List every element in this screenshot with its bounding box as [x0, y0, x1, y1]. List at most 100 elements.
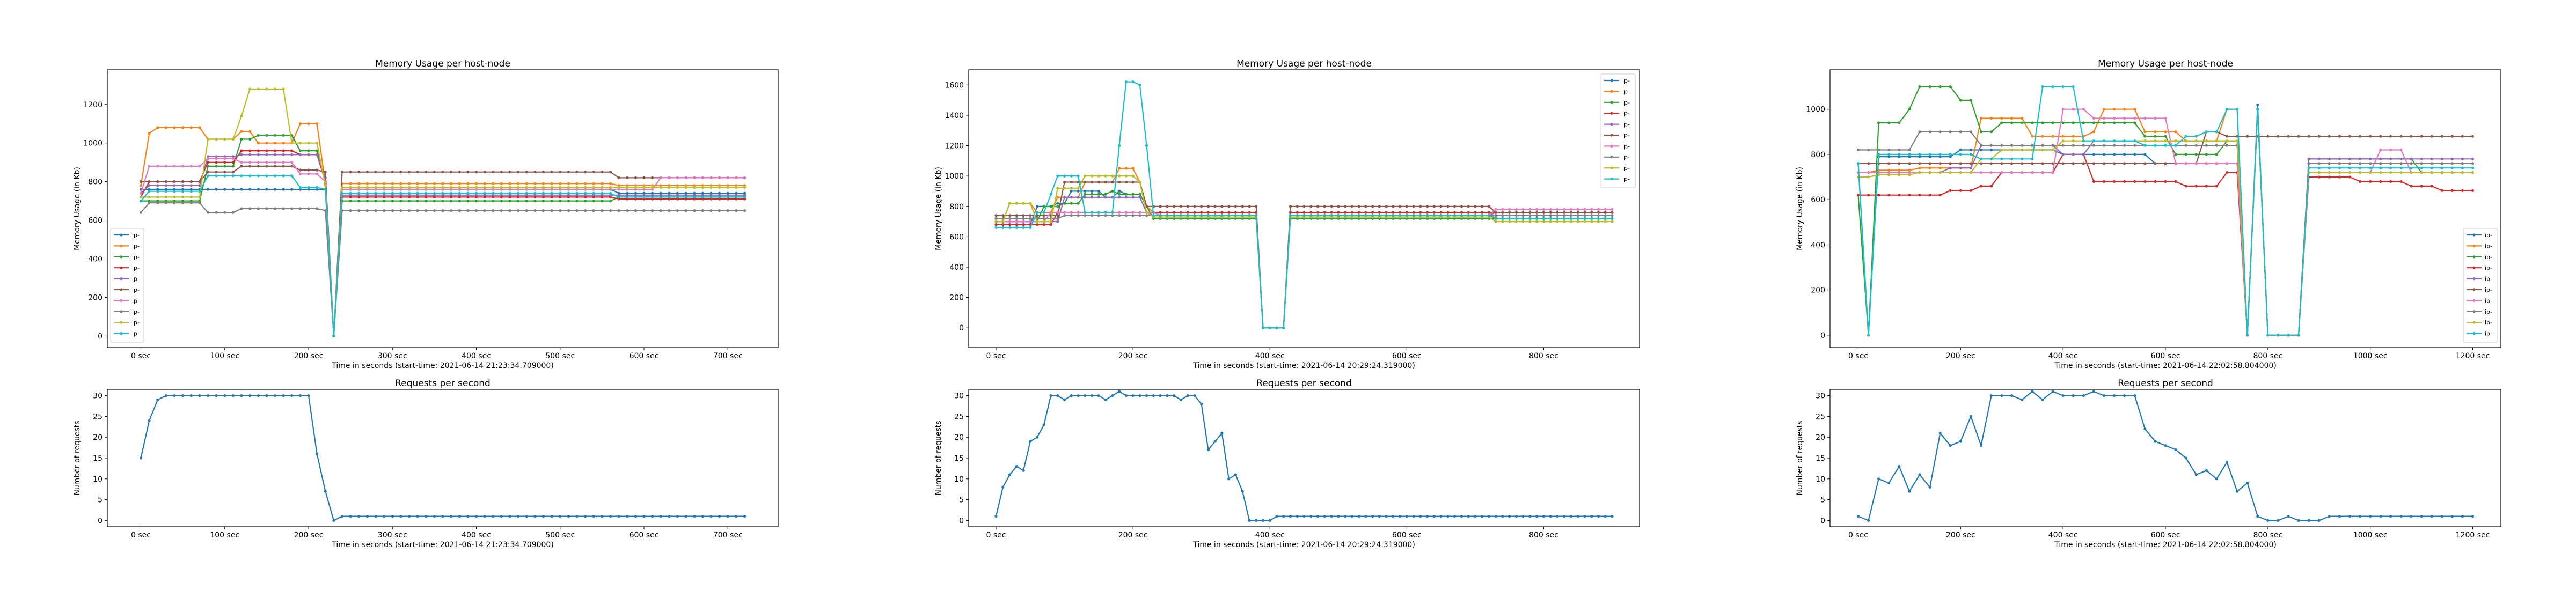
data-point: [492, 194, 495, 197]
data-point: [1898, 121, 1901, 124]
data-point: [2277, 334, 2280, 337]
data-point: [357, 194, 361, 197]
data-point: [1084, 196, 1087, 199]
data-point: [223, 211, 226, 214]
data-point: [466, 515, 470, 518]
data-point: [1097, 180, 1100, 184]
data-point: [1036, 223, 1039, 226]
data-point: [1118, 214, 1121, 217]
y-tick-label: 0: [1820, 331, 1825, 340]
data-point: [1173, 205, 1176, 208]
data-point: [651, 197, 654, 201]
data-point: [676, 186, 679, 189]
data-point: [1990, 171, 1993, 174]
data-point: [198, 201, 201, 204]
data-point: [709, 184, 713, 187]
data-point: [1990, 116, 1993, 120]
data-point: [2123, 144, 2126, 147]
data-point: [2102, 139, 2106, 143]
data-point: [1029, 202, 1032, 205]
data-point: [609, 194, 612, 197]
data-point: [1474, 205, 1477, 208]
x-tick-label: 200 sec: [1946, 531, 1975, 540]
data-point: [2410, 171, 2413, 174]
data-point: [2399, 166, 2403, 169]
legend-label: ip-: [132, 264, 140, 271]
data-point: [257, 161, 260, 164]
data-point: [2450, 135, 2454, 138]
data-point: [1309, 211, 1313, 214]
data-point: [1867, 171, 1870, 174]
data-point: [1590, 211, 1593, 214]
data-point: [2143, 130, 2147, 134]
data-point: [550, 188, 553, 191]
data-point: [1173, 211, 1176, 214]
data-point: [2215, 139, 2218, 143]
data-point: [1611, 211, 1614, 214]
data-point: [559, 194, 562, 197]
data-point: [1969, 153, 1972, 156]
data-point: [2461, 166, 2464, 169]
data-point: [500, 209, 503, 212]
data-point: [575, 200, 579, 203]
data-point: [1227, 214, 1231, 217]
data-point: [1969, 166, 1972, 169]
data-point: [617, 195, 620, 198]
data-point: [1364, 515, 1367, 518]
data-point: [1887, 194, 1891, 197]
data-point: [1241, 490, 1244, 493]
data-point: [231, 155, 235, 158]
data-point: [1597, 220, 1600, 223]
data-point: [265, 87, 268, 91]
data-point: [483, 188, 486, 191]
data-point: [374, 171, 377, 174]
data-point: [1234, 214, 1237, 217]
data-point: [533, 186, 537, 189]
data-point: [575, 209, 579, 212]
data-point: [718, 209, 721, 212]
data-point: [198, 126, 201, 129]
data-point: [307, 186, 310, 189]
data-point: [709, 191, 713, 195]
data-point: [659, 186, 662, 189]
data-point: [1097, 214, 1100, 217]
data-point: [2420, 166, 2423, 169]
data-point: [290, 142, 294, 145]
data-point: [2471, 135, 2475, 138]
data-point: [1467, 205, 1470, 208]
data-point: [1063, 174, 1066, 178]
data-point: [298, 168, 302, 172]
data-point: [1070, 214, 1073, 217]
data-point: [1118, 189, 1121, 193]
data-point: [1145, 144, 1148, 148]
data-point: [257, 153, 260, 156]
data-point: [1084, 189, 1087, 193]
data-point: [2113, 139, 2116, 143]
data-point: [2225, 162, 2229, 165]
data-point: [1309, 214, 1313, 217]
data-point: [1990, 185, 1993, 188]
legend-marker: [2472, 277, 2476, 281]
data-point: [1091, 214, 1094, 217]
data-point: [994, 217, 998, 220]
data-point: [634, 209, 637, 212]
data-point: [282, 87, 285, 91]
data-point: [559, 188, 562, 191]
data-point: [1056, 214, 1059, 217]
data-point: [2317, 166, 2321, 169]
data-point: [726, 194, 729, 197]
data-point: [2133, 121, 2136, 124]
data-point: [1070, 189, 1073, 193]
data-point: [215, 174, 218, 178]
data-point: [1392, 211, 1395, 214]
data-point: [1918, 166, 1921, 169]
data-point: [1928, 171, 1931, 174]
data-point: [709, 176, 713, 179]
data-point: [1049, 205, 1052, 208]
data-point: [1494, 208, 1497, 211]
data-point: [1008, 217, 1012, 220]
data-point: [2051, 390, 2054, 393]
data-point: [492, 195, 495, 198]
data-point: [592, 191, 595, 195]
data-point: [1111, 214, 1114, 217]
